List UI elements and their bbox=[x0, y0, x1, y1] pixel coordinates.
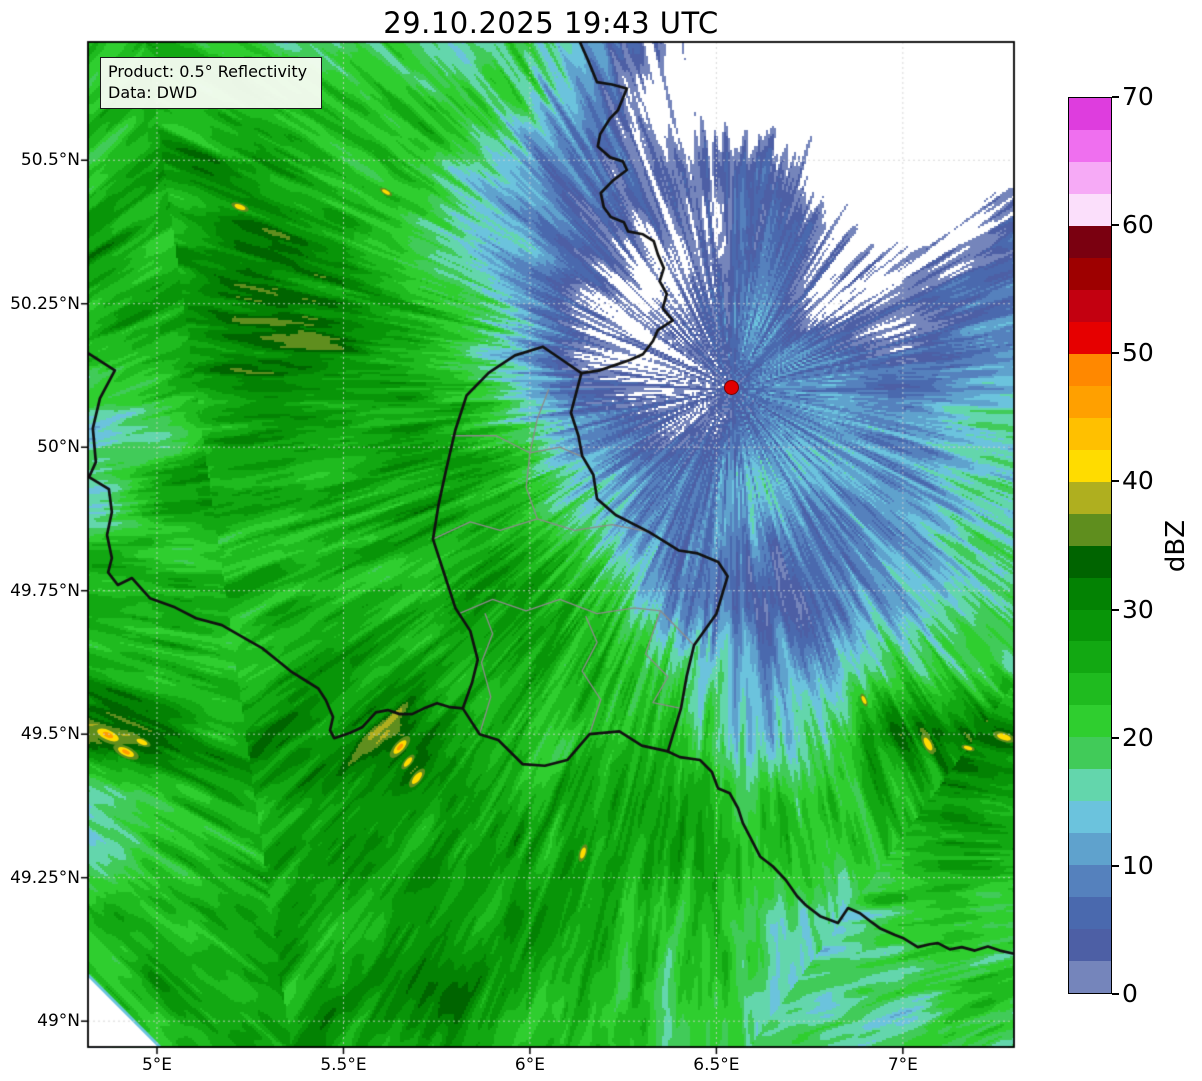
x-axis-tick-label: 5°E bbox=[141, 1055, 173, 1075]
colorbar-cell bbox=[1069, 737, 1111, 770]
colorbar-cell bbox=[1069, 225, 1111, 258]
colorbar-cell bbox=[1069, 161, 1111, 194]
colorbar-cell bbox=[1069, 417, 1111, 450]
colorbar-cell bbox=[1069, 641, 1111, 674]
product-info-box: Product: 0.5° Reflectivity Data: DWD bbox=[100, 57, 322, 109]
colorbar-cell bbox=[1069, 897, 1111, 930]
colorbar-cell bbox=[1069, 769, 1111, 802]
colorbar-cell bbox=[1069, 801, 1111, 834]
colorbar-cell bbox=[1069, 289, 1111, 322]
colorbar-tick-mark bbox=[1112, 480, 1119, 483]
colorbar-cell bbox=[1069, 609, 1111, 642]
colorbar-tick-label: 70 bbox=[1122, 82, 1154, 111]
colorbar-cell bbox=[1069, 353, 1111, 386]
colorbar-tick-label: 60 bbox=[1122, 210, 1154, 240]
colorbar-tick-mark bbox=[1112, 736, 1119, 739]
colorbar-tick-mark bbox=[1112, 352, 1119, 355]
colorbar-cell bbox=[1069, 961, 1111, 994]
plot-title: 29.10.2025 19:43 UTC bbox=[383, 6, 719, 40]
colorbar-tick-mark bbox=[1112, 864, 1119, 867]
colorbar-cell bbox=[1069, 321, 1111, 354]
y-axis-tick-label: 50.25°N bbox=[10, 293, 80, 314]
x-axis-tick-label: 7°E bbox=[887, 1055, 918, 1075]
y-axis-tick-label: 49.5°N bbox=[20, 724, 80, 745]
colorbar-tick-mark bbox=[1112, 608, 1119, 611]
colorbar-cell bbox=[1069, 705, 1111, 738]
product-label: Product: 0.5° Reflectivity bbox=[108, 62, 308, 81]
colorbar-cell bbox=[1069, 929, 1111, 962]
colorbar bbox=[1068, 97, 1112, 994]
colorbar-cell bbox=[1069, 833, 1111, 866]
colorbar-cell bbox=[1069, 577, 1111, 610]
colorbar-cell bbox=[1069, 98, 1111, 130]
x-axis-tick-label: 6.5°E bbox=[693, 1055, 740, 1075]
colorbar-cell bbox=[1069, 513, 1111, 546]
x-axis-tick-label: 5.5°E bbox=[320, 1055, 367, 1075]
colorbar-tick-label: 20 bbox=[1122, 722, 1154, 752]
colorbar-cell bbox=[1069, 545, 1111, 578]
colorbar-axis-label: dBZ bbox=[1161, 519, 1191, 573]
colorbar-cell bbox=[1069, 193, 1111, 226]
colorbar-tick-label: 10 bbox=[1122, 850, 1154, 880]
y-axis-tick-label: 50.5°N bbox=[20, 150, 80, 171]
colorbar-tick-label: 40 bbox=[1122, 466, 1154, 496]
colorbar-cell bbox=[1069, 257, 1111, 290]
colorbar-cell bbox=[1069, 481, 1111, 514]
y-axis-tick-label: 49.75°N bbox=[10, 580, 80, 601]
y-axis-tick-label: 50°N bbox=[37, 437, 80, 458]
colorbar-cell bbox=[1069, 129, 1111, 162]
data-source-label: Data: DWD bbox=[108, 83, 198, 102]
colorbar-cell bbox=[1069, 865, 1111, 898]
colorbar-tick-label: 30 bbox=[1122, 594, 1154, 624]
colorbar-tick-label: 0 bbox=[1122, 979, 1138, 1008]
colorbar-cell bbox=[1069, 673, 1111, 706]
colorbar-cell bbox=[1069, 449, 1111, 482]
colorbar-tick-label: 50 bbox=[1122, 338, 1154, 368]
x-axis-tick-label: 6°E bbox=[514, 1055, 545, 1075]
radar-site-marker bbox=[723, 380, 739, 396]
colorbar-tick-mark bbox=[1112, 993, 1119, 995]
y-axis-tick-label: 49°N bbox=[37, 1011, 80, 1032]
colorbar-tick-mark bbox=[1112, 96, 1119, 98]
colorbar-cell bbox=[1069, 385, 1111, 418]
colorbar-tick-mark bbox=[1112, 224, 1119, 227]
y-axis-tick-label: 49.25°N bbox=[10, 867, 80, 888]
